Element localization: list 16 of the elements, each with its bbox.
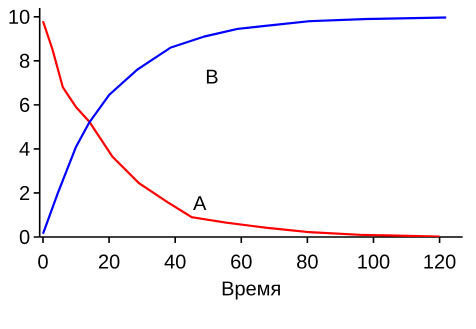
y-tick-label: 6 (20, 98, 30, 112)
x-tick-label: 80 (297, 254, 318, 269)
y-tick-label: 4 (19, 142, 30, 156)
y-tick-label: 8 (20, 54, 30, 68)
y-tick-label: 0 (20, 230, 30, 244)
x-tick-label: 0 (38, 254, 48, 269)
y-tick-label: 2 (20, 186, 30, 200)
x-tick-label: 120 (424, 254, 456, 269)
y-tick-label: 10 (9, 10, 30, 24)
x-tick-label: 40 (164, 254, 186, 269)
x-axis-title: Время (222, 282, 280, 300)
series-label: B (206, 70, 218, 84)
x-tick-label: 60 (231, 254, 252, 269)
x-tick-label: 100 (358, 254, 390, 269)
x-tick-label: 20 (98, 254, 120, 269)
series-label: A (193, 196, 206, 210)
